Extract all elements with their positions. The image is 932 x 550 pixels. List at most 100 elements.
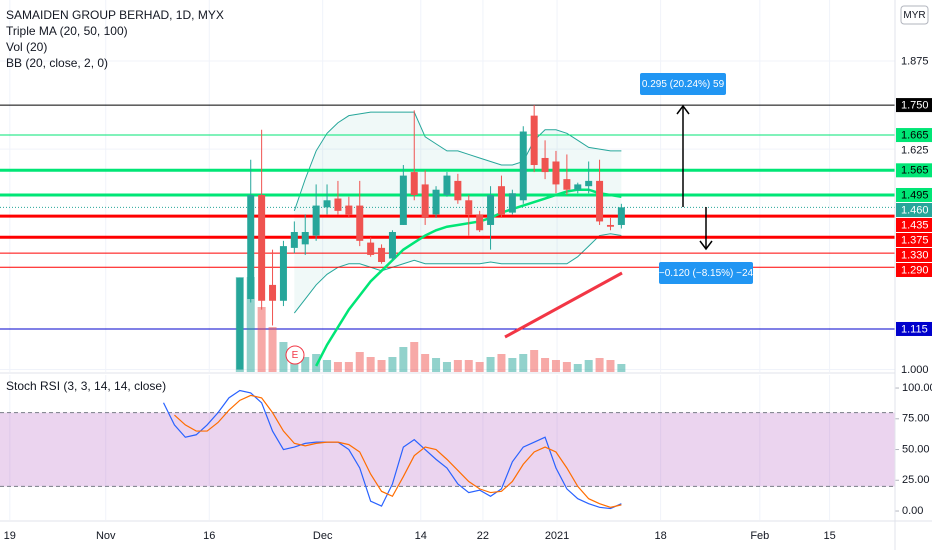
volume-bar [573,364,582,372]
indicator-legend: Triple MA (20, 50, 100) [6,24,128,38]
volume-bar [519,354,528,372]
candle-body [247,194,255,300]
indicator-legend: BB (20, close, 2, 0) [6,56,108,70]
candle-body [312,205,320,236]
volume-bar [475,362,484,372]
candle-body [563,179,571,190]
candle-body [585,180,593,187]
candle-body [497,186,505,215]
arrow-head [676,104,690,115]
candle-body [334,198,342,211]
y-tick-label: 1.875 [901,55,929,67]
volume-bar [486,357,495,372]
stoch-line [174,394,622,508]
candle-body [508,193,516,213]
volume-bar [279,342,288,372]
candle-body [236,277,244,370]
price-label-box [896,128,932,143]
candle-body [574,184,582,190]
x-tick-label: 18 [654,530,666,542]
price-label: 1.565 [901,165,929,177]
volume-bar [617,364,626,372]
candle-body [552,161,560,185]
volume-bar [333,362,342,372]
currency-box[interactable] [900,5,929,25]
x-tick-label: 2021 [545,530,569,542]
volume-bar [551,360,560,372]
candle-body [465,200,473,215]
candle-body [290,232,298,248]
candle-body [258,194,266,301]
price-label-box [896,247,932,262]
price-label-box [896,187,932,202]
candle-body [279,246,287,301]
price-label-box [896,321,932,336]
volume-bar [399,347,408,372]
price-label-box [896,202,932,217]
price-label: 1.665 [901,129,929,141]
volume-bar [541,358,550,372]
volume-bar [508,358,517,372]
volume-bar [453,360,462,372]
x-tick-label: Nov [96,530,116,542]
earnings-label: E [292,350,299,361]
price-label: 1.375 [901,234,929,246]
price-label-box [896,163,932,178]
volume-bar [366,357,375,372]
x-tick-label: Dec [313,530,333,542]
x-tick-label: 15 [823,530,835,542]
volume-bar [301,357,310,372]
volume-bar [377,360,386,372]
volume-bar [257,307,266,372]
x-tick-label: Feb [750,530,769,542]
measure-label: 0.295 (20.24%) 59 [642,79,725,90]
currency-label: MYR [903,10,925,21]
y-tick-label: 50.00 [902,443,930,455]
candle-body [519,131,527,201]
volume-bar [584,360,593,372]
trend-line [504,271,623,339]
x-tick-label: 14 [415,530,427,542]
bb-line [293,233,622,314]
candle-body [432,189,440,215]
candle-body [269,284,277,301]
candle-body [301,232,309,245]
candle-body [476,214,484,231]
x-tick-label: 22 [477,530,489,542]
candle-body [388,232,396,259]
candle-body [487,194,495,225]
price-label: 1.330 [901,249,929,261]
candle-body [596,180,604,222]
price-label-box [896,232,932,247]
volume-bar [323,360,332,372]
volume-bar [595,358,604,372]
candle-body [530,115,538,166]
candle-body [443,175,451,195]
arrow-head [699,240,713,251]
price-label: 1.460 [901,204,929,216]
x-tick-label: 19 [4,530,16,542]
volume-bar [442,362,451,372]
volume-bar [410,342,419,372]
candle-body [378,247,386,262]
price-label-box [896,262,932,277]
price-label-box [896,98,932,113]
price-label: 1.290 [901,264,929,276]
stoch-line [162,389,622,510]
volume-bar [606,360,615,372]
volume-bar [464,360,473,372]
volume-bar [268,327,277,372]
candle-body [356,205,364,241]
y-tick-label: 25.00 [902,474,930,486]
volume-bar [355,352,364,372]
measure-box [640,73,726,95]
candle-body [345,205,353,215]
y-tick-label: 0.00 [902,505,923,517]
price-label: 1.435 [901,219,929,231]
price-label-box [896,217,932,232]
measure-box [659,262,753,284]
symbol-title: SAMAIDEN GROUP BERHAD, 1D, MYX [6,8,224,22]
earnings-marker[interactable] [285,345,305,365]
